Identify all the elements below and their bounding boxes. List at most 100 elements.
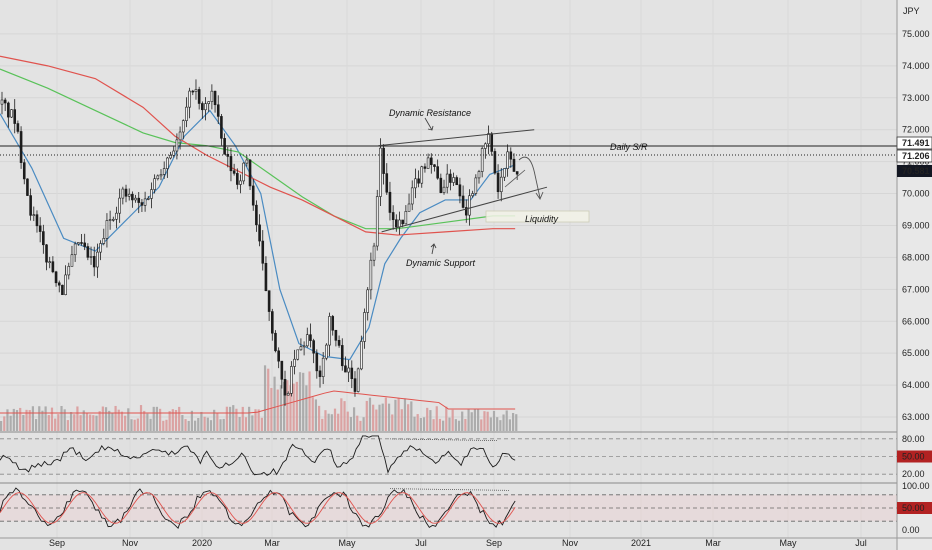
time-tick-label: Nov <box>562 538 579 548</box>
volume-bar <box>407 404 410 431</box>
candle-body <box>487 133 490 145</box>
time-tick-label: Nov <box>122 538 139 548</box>
candle-body <box>452 177 455 183</box>
volume-bar <box>108 410 111 431</box>
volume-bar <box>159 408 162 431</box>
volume-bar <box>286 380 289 431</box>
volume-bar <box>187 420 190 431</box>
volume-bar <box>168 411 171 431</box>
candle-body <box>369 259 373 291</box>
trendlines[interactable] <box>378 129 590 233</box>
candle-body <box>433 164 436 167</box>
rsi-tick-label: 20.00 <box>902 469 925 479</box>
volume-bar <box>85 412 89 431</box>
volume-bar <box>165 419 168 431</box>
volume-bar <box>289 385 292 431</box>
candle-body <box>61 284 64 296</box>
candle-body <box>137 197 141 203</box>
candle-body <box>42 231 45 246</box>
time-tick-label: Mar <box>264 538 280 548</box>
volume-bar <box>232 405 235 431</box>
candle-body <box>32 214 36 216</box>
volume-bar <box>19 407 22 431</box>
time-tick-label: May <box>779 538 797 548</box>
volume-bar <box>352 407 356 431</box>
volume-bar <box>15 410 19 431</box>
stochastic-panel <box>0 482 932 530</box>
candle-body <box>156 175 160 180</box>
volume-bar <box>362 417 365 431</box>
volume-bar <box>73 414 76 431</box>
candle-body <box>213 90 217 106</box>
candle-body <box>286 393 290 396</box>
volume-bar <box>502 414 505 431</box>
volume-bar <box>6 409 9 431</box>
volume-bar <box>486 411 489 431</box>
candle-body <box>83 242 86 247</box>
volume-bar <box>359 420 362 431</box>
candle-body <box>191 90 195 93</box>
time-axis: Sep Nov 2020 Mar May Jul Sep Nov 2021 Mar May Jul <box>0 537 932 548</box>
candle-body <box>86 246 90 258</box>
support-pointer-arrow <box>430 243 437 255</box>
volume-bar <box>228 406 232 431</box>
candle-body <box>166 157 169 169</box>
stoch-tick-label: 0.00 <box>902 525 920 535</box>
volume-bar <box>403 398 407 431</box>
candle-body <box>19 131 23 163</box>
volume-bar <box>511 412 515 431</box>
candle-body <box>382 147 385 174</box>
candle-body <box>391 212 395 221</box>
candle-body <box>398 219 401 228</box>
volume-bar <box>171 409 174 431</box>
volume-bar <box>298 372 302 431</box>
candle-body <box>115 212 118 220</box>
volume-bar <box>442 420 445 431</box>
volume-bar <box>193 420 197 431</box>
candle-body <box>499 176 503 193</box>
grid <box>0 33 897 418</box>
volume-bar <box>378 404 381 431</box>
candle-body <box>407 203 411 212</box>
support-resistance-levels <box>0 145 897 156</box>
volume-bar <box>104 407 108 431</box>
volume-bar <box>499 420 502 431</box>
candle-body <box>229 156 233 172</box>
volume-bar <box>206 417 209 431</box>
candle-body <box>102 238 106 244</box>
time-tick-label: May <box>338 538 356 548</box>
candle-body <box>337 340 341 346</box>
volume-ma-line <box>0 390 516 414</box>
candle-body <box>264 262 268 292</box>
candle-body <box>226 153 230 157</box>
candle-body <box>64 274 67 296</box>
price-tick-label: 74.000 <box>902 61 930 71</box>
volume-bar <box>426 407 429 431</box>
volume-bar <box>69 412 73 431</box>
volume-bar <box>333 408 337 431</box>
candle-body <box>26 178 29 196</box>
candle-body <box>7 102 10 118</box>
candle-body <box>455 177 459 186</box>
candle-body <box>290 366 293 394</box>
candle-body <box>172 150 176 156</box>
candle-body <box>204 103 207 111</box>
rsi-badge-label: 50.00 <box>902 452 925 462</box>
volume-bar <box>155 406 159 431</box>
candle-body <box>188 90 191 108</box>
time-tick-label: Jul <box>855 538 867 548</box>
volume-bar <box>12 408 15 431</box>
candle-body <box>363 312 366 342</box>
candle-body <box>458 184 462 197</box>
volume-bar <box>432 419 435 431</box>
volume-bar <box>324 410 327 431</box>
volume-bar <box>139 405 143 431</box>
volume-bar <box>451 409 454 431</box>
candle-body <box>108 219 112 221</box>
candle-body <box>181 120 185 133</box>
candle-body <box>325 344 328 359</box>
volume-bar <box>464 418 467 431</box>
volume-bar <box>368 397 372 431</box>
